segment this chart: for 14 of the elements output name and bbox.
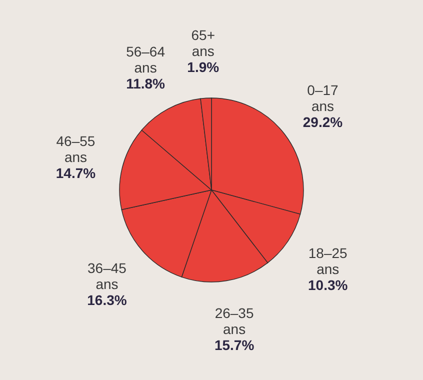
slice-label: 56–64 ans: [126, 44, 166, 76]
data-label: 15.7%: [214, 337, 255, 354]
slice-label: 46–55 ans: [56, 132, 96, 165]
slice-label: 18–25 ans: [308, 244, 348, 277]
data-label: 10.3%: [308, 276, 348, 293]
data-label: 1.9%: [187, 59, 220, 76]
slice-label: 26–35 ans: [214, 305, 254, 338]
slice-label: 0–17 ans: [307, 82, 339, 114]
data-label: 29.2%: [302, 114, 344, 130]
slice-label: 36–45 ans: [88, 260, 127, 292]
data-label: 16.3%: [87, 292, 128, 308]
slice-label: 65+ ans: [191, 27, 216, 60]
data-label: 11.8%: [126, 76, 166, 92]
data-label: 14.7%: [56, 164, 96, 181]
